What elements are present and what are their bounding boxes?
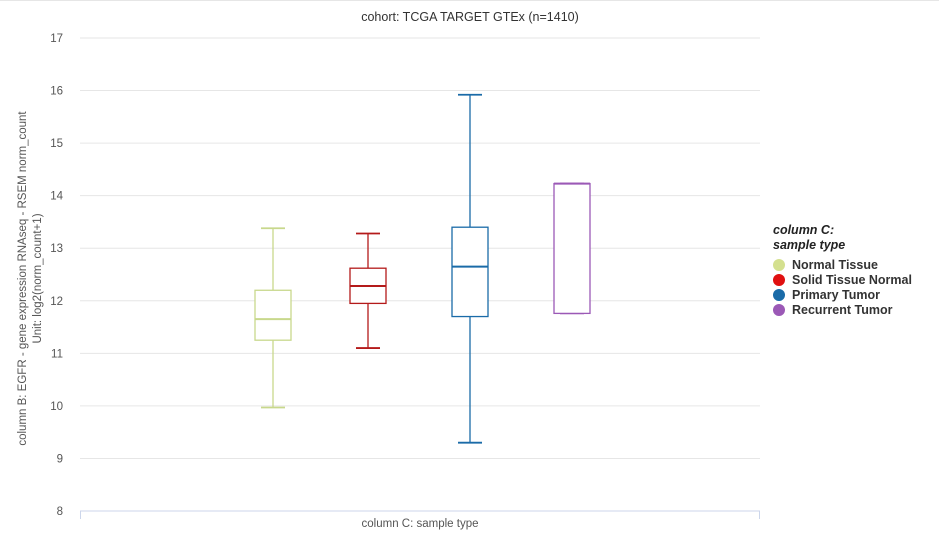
legend-dot-icon [773,273,785,286]
y-tick-labels: 8 9 10 11 12 13 14 15 16 17 [50,33,63,518]
legend-dot-icon [773,288,785,301]
x-axis-label: column C: sample type [362,518,479,530]
y-tick-label: 15 [50,138,63,150]
x-axis [80,510,760,519]
y-tick-label: 16 [50,86,63,98]
box-recurrent-tumor [553,182,591,315]
legend-label: Solid Tissue Normal [792,272,912,287]
legend-dot-icon [773,258,785,271]
y-tick-label: 13 [50,243,63,255]
y-tick-label: 11 [51,348,63,360]
legend-dot-icon [773,303,785,316]
legend-label: Recurrent Tumor [792,302,893,317]
legend-title-line-1: column C: [773,223,835,237]
y-tick-label: 14 [50,191,63,203]
y-axis-label-line-2: Unit: log2(norm_count+1) [32,213,44,343]
legend-items: Normal Tissue Solid Tissue Normal Primar… [773,257,912,317]
legend-title-line-2: sample type [773,238,846,252]
y-tick-label: 8 [57,506,63,518]
legend-item-solid-tissue-normal[interactable]: Solid Tissue Normal [773,272,912,287]
iqr-box [254,289,292,341]
box-primary-tumor [451,93,489,444]
legend-label: Normal Tissue [792,257,878,272]
box-solid-tissue-normal [349,232,387,349]
iqr-box [553,182,591,315]
y-tick-label: 10 [50,401,63,413]
y-tick-label: 17 [50,33,63,45]
y-tick-label: 12 [50,296,63,308]
legend-item-recurrent-tumor[interactable]: Recurrent Tumor [773,302,912,317]
legend: column C: sample type Normal Tissue Soli… [773,223,912,317]
chart-title: cohort: TCGA TARGET GTEx (n=1410) [361,10,579,24]
top-border [0,0,939,1]
box-normal-tissue [254,227,292,409]
box-series [254,93,591,444]
y-axis-label-line-1: column B: EGFR - gene expression RNAseq … [17,111,29,446]
iqr-box [451,226,489,318]
y-tick-label: 9 [57,453,63,465]
legend-item-normal-tissue[interactable]: Normal Tissue [773,257,912,272]
legend-title: column C: sample type [773,223,912,253]
legend-label: Primary Tumor [792,287,880,302]
gridlines [80,37,760,459]
legend-item-primary-tumor[interactable]: Primary Tumor [773,287,912,302]
